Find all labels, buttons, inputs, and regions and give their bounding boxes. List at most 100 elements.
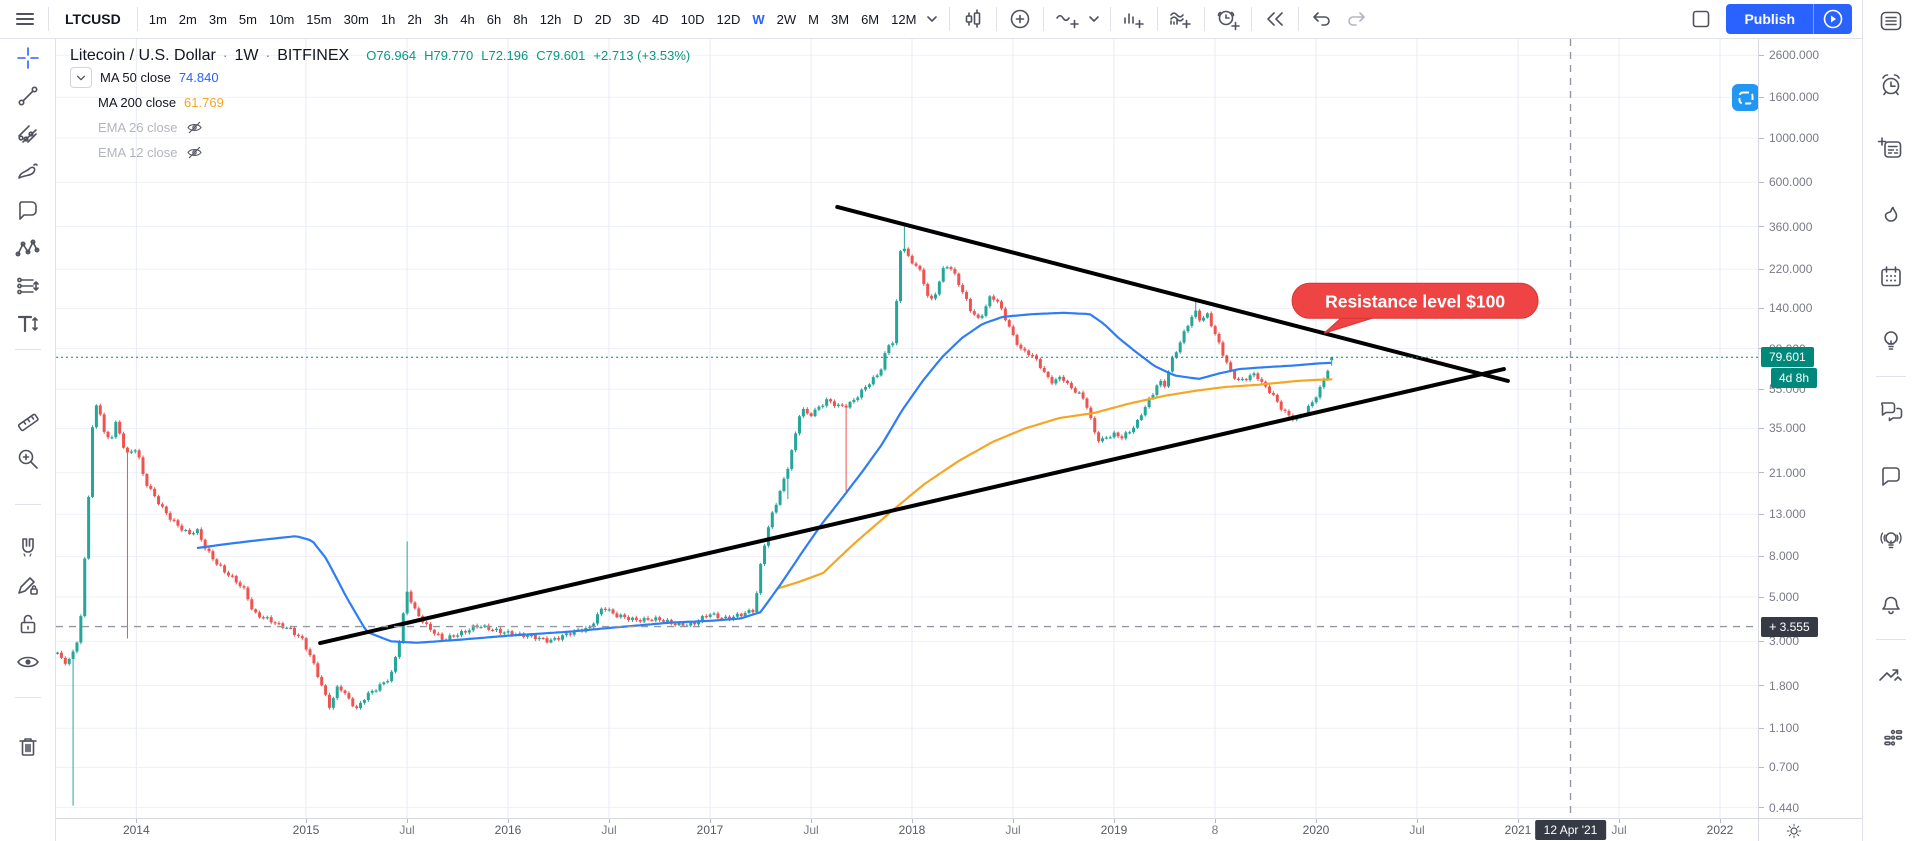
axis-settings-corner[interactable] <box>1758 818 1887 841</box>
streams-button[interactable] <box>1873 523 1909 557</box>
time-axis[interactable]: 12 Apr '21 2014 2015 Jul 2016 Jul 2017 Jul 2018… <box>56 818 1758 841</box>
hotlists-button[interactable] <box>1873 196 1909 230</box>
time-axis-label: 2014 <box>122 823 150 837</box>
indicators-dropdown-button[interactable] <box>1084 2 1104 36</box>
measure-tool-button[interactable] <box>10 404 46 438</box>
interval-6M[interactable]: 6M <box>861 11 880 27</box>
price-axis-label: 600.000 <box>1759 174 1812 190</box>
interval-12h[interactable]: 12h <box>539 11 562 27</box>
resistance-callout[interactable]: Resistance level $100 <box>1291 282 1539 334</box>
interval-1h[interactable]: 1h <box>380 11 396 27</box>
interval-2h[interactable]: 2h <box>407 11 422 27</box>
interval-8h[interactable]: 8h <box>513 11 528 27</box>
interval-2W[interactable]: 2W <box>776 11 797 27</box>
symbol-title[interactable]: Litecoin / U.S. Dollar <box>70 47 216 64</box>
interval-12M[interactable]: 12M <box>891 11 917 27</box>
restore-chart-button[interactable] <box>1732 84 1758 111</box>
alarm-clock-icon <box>1882 74 1900 96</box>
legend-collapse-button[interactable] <box>70 67 92 88</box>
interval-W[interactable]: W <box>752 11 765 27</box>
interval-10m[interactable]: 10m <box>268 11 295 27</box>
crosshair-price-badge: + 3.555 <box>1761 616 1818 637</box>
interval-6h[interactable]: 6h <box>486 11 502 27</box>
layout-button[interactable] <box>1684 2 1718 36</box>
trend-line-tool-button[interactable] <box>10 79 46 113</box>
interval-3m[interactable]: 3m <box>208 11 227 27</box>
forecast-tool-button[interactable] <box>10 269 46 303</box>
redo-button[interactable] <box>1339 2 1373 36</box>
gann-fib-tool-button[interactable] <box>10 117 46 151</box>
financials-button[interactable] <box>1164 2 1198 36</box>
chart-pane[interactable]: Resistance level $100 Litecoin / U.S. Do… <box>56 39 1758 818</box>
alerts-button[interactable] <box>1873 68 1909 102</box>
indicator-row-ema12[interactable]: EMA 12 close <box>70 140 690 165</box>
price-chart[interactable]: Resistance level $100 <box>56 39 1758 818</box>
interval-2D[interactable]: 2D <box>594 11 612 27</box>
price-axis[interactable]: 79.601 4d 8h + 3.555 2600.000 1600.000 100… <box>1758 39 1861 818</box>
trading-panel-button[interactable] <box>1873 658 1909 692</box>
annotation-tool-button[interactable] <box>10 193 46 227</box>
eye-off-button[interactable] <box>186 144 203 161</box>
bar-replay-button[interactable] <box>1258 2 1292 36</box>
zoom-in-tool-button[interactable] <box>10 442 46 476</box>
compare-button[interactable] <box>1003 2 1037 36</box>
interval-12D[interactable]: 12D <box>716 11 741 27</box>
remove-drawings-button[interactable] <box>10 730 46 764</box>
interval-4D[interactable]: 4D <box>652 11 669 27</box>
dom-button[interactable] <box>1873 722 1909 756</box>
eye-off-button[interactable] <box>186 119 203 136</box>
xabcd-pattern-icon <box>14 239 39 257</box>
hamburger-menu-button[interactable] <box>8 2 42 36</box>
interval-10D[interactable]: 10D <box>680 11 705 27</box>
indicator-label: MA 200 close <box>98 95 177 110</box>
lock-drawings-button[interactable] <box>10 607 46 641</box>
interval-3h[interactable]: 3h <box>433 11 449 27</box>
ideas-button[interactable] <box>1873 324 1909 358</box>
chart-style-button[interactable] <box>956 2 990 36</box>
indicators-button[interactable] <box>1050 2 1084 36</box>
undo-button[interactable] <box>1305 2 1339 36</box>
interval-2m[interactable]: 2m <box>178 11 197 27</box>
indicator-row-ema26[interactable]: EMA 26 close <box>70 115 690 140</box>
alert-button[interactable] <box>1211 2 1245 36</box>
magnet-mode-button[interactable] <box>10 531 46 565</box>
data-window-button[interactable] <box>1873 132 1909 166</box>
indicator-row-ma200[interactable]: MA 200 close 61.769 <box>70 90 690 115</box>
crosshair-date-badge: 12 Apr '21 <box>1534 820 1607 840</box>
indicator-templates-button[interactable] <box>1117 2 1151 36</box>
calendar-button[interactable] <box>1873 260 1909 294</box>
interval-5m[interactable]: 5m <box>238 11 257 27</box>
price-axis-label: 8.000 <box>1759 548 1799 564</box>
private-chat-button[interactable] <box>1873 459 1909 493</box>
legend-exchange[interactable]: BITFINEX <box>277 47 350 64</box>
interval-1m[interactable]: 1m <box>148 11 167 27</box>
hide-drawings-button[interactable] <box>10 645 46 679</box>
interval-30m[interactable]: 30m <box>343 11 369 27</box>
indicator-row-ma50[interactable]: MA 50 close 74.840 <box>70 65 690 90</box>
notifications-button[interactable] <box>1873 587 1909 621</box>
pattern-tool-button[interactable] <box>10 231 46 265</box>
brush-tool-button[interactable] <box>10 155 46 189</box>
publish-button[interactable]: Publish <box>1744 11 1795 27</box>
public-chats-button[interactable] <box>1873 395 1909 429</box>
publish-play-button[interactable] <box>1814 4 1852 34</box>
price-axis-label: 21.000 <box>1759 465 1806 481</box>
drawing-mode-button[interactable] <box>10 569 46 603</box>
interval-3M[interactable]: 3M <box>831 11 850 27</box>
text-tool-button[interactable] <box>10 307 46 341</box>
interval-M[interactable]: M <box>808 11 819 27</box>
watchlist-button[interactable] <box>1873 4 1909 38</box>
interval-3D[interactable]: 3D <box>623 11 641 27</box>
redo-icon <box>1348 12 1366 26</box>
interval-D[interactable]: D <box>573 11 583 27</box>
legend-interval[interactable]: 1W <box>234 47 259 64</box>
price-axis-label: 1.100 <box>1759 720 1799 736</box>
interval-4h[interactable]: 4h <box>460 11 475 27</box>
interval-dropdown-button[interactable] <box>921 2 943 36</box>
crosshair-tool-button[interactable] <box>10 41 46 75</box>
symbol-button[interactable]: LTCUSD <box>65 11 121 27</box>
streams-icon <box>1880 532 1902 549</box>
interval-15m[interactable]: 15m <box>306 11 332 27</box>
eye-off-icon <box>186 121 202 134</box>
time-axis-tick <box>1619 819 1620 823</box>
